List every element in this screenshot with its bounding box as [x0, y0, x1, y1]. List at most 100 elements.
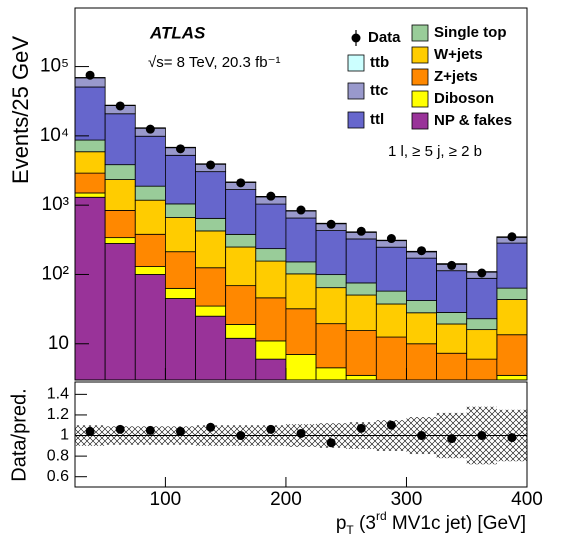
stack-segment [315, 230, 347, 276]
stack-segment [75, 86, 106, 141]
stack-segment [436, 312, 468, 325]
ratio-point [266, 424, 276, 434]
data-point [356, 226, 366, 236]
data-point [417, 246, 427, 256]
data-point [477, 268, 487, 278]
stack-segment [436, 352, 468, 380]
stack-segment [75, 196, 106, 380]
ratio-point [386, 420, 396, 430]
atlas-label: ATLAS [149, 23, 206, 42]
stack-segment [75, 172, 106, 194]
ratio-point [145, 425, 155, 435]
stack-segment [195, 217, 227, 232]
stack-segment [285, 217, 317, 263]
stack-segment [436, 270, 468, 313]
stack-segment [496, 334, 527, 376]
stack-segment [285, 308, 317, 355]
ratio-point [175, 426, 185, 436]
y-tick-label: 10² [42, 263, 69, 284]
x-axis-label-part: (3 [354, 513, 376, 534]
stack-segment [345, 238, 377, 284]
stack-segment [255, 358, 287, 380]
x-tick-label: 100 [150, 489, 182, 510]
stack-segment [496, 242, 527, 289]
legend-label: Data [368, 29, 401, 46]
legend-swatch [347, 111, 365, 129]
stack-segment [104, 243, 136, 380]
stack-segment [195, 305, 227, 317]
stack-segment [345, 330, 377, 376]
stack-segment [255, 203, 287, 250]
stack-segment [406, 257, 438, 301]
stack-segment [375, 290, 407, 305]
legend-label: NP & fakes [434, 112, 512, 129]
stack-segment [104, 113, 136, 166]
stack-segment [255, 340, 287, 360]
legend-marker [351, 33, 361, 43]
x-tick-label: 200 [270, 489, 302, 510]
y-tick-label: 1.4 [47, 386, 69, 403]
stack-segment [375, 246, 407, 292]
main-frame [74, 7, 528, 381]
stack-segment [195, 171, 227, 219]
stack-segment [496, 299, 527, 336]
x-axis-label-part: p [336, 513, 347, 534]
ratio-point [206, 422, 216, 432]
stack-segment [225, 233, 257, 248]
ratio-point [356, 423, 366, 433]
stack-segment [195, 267, 227, 307]
energy-label: √s= 8 TeV, 20.3 fb⁻¹ [148, 54, 281, 71]
y-tick-label: 0.8 [47, 447, 69, 464]
ratio-point [85, 426, 95, 436]
legend-label: Z+jets [434, 68, 478, 85]
stack-segment [164, 287, 196, 299]
main-plot [75, 70, 527, 380]
stack-segment [315, 274, 347, 289]
stack-segment [285, 261, 317, 275]
ratio-point [326, 438, 336, 448]
stack-segment [134, 233, 166, 267]
stack-segment [164, 154, 196, 205]
stack-segment [104, 210, 136, 239]
y-tick-label: 0.6 [47, 468, 69, 485]
stack-segment [406, 343, 438, 380]
y-tick-label: 10⁴ [40, 125, 69, 146]
stack-segment [225, 337, 257, 380]
x-tick-label: 300 [391, 489, 423, 510]
stack-segment [406, 312, 438, 345]
data-point [206, 160, 216, 170]
y-tick-label: 10³ [42, 194, 69, 215]
stack-segment [255, 297, 287, 342]
stack-segment [345, 294, 377, 331]
x-tick-label: 400 [511, 489, 543, 510]
y-tick-label: 10 [48, 333, 69, 354]
stack-segment [195, 230, 227, 269]
stack-segment [164, 217, 196, 253]
ratio-point [296, 428, 306, 438]
data-point [326, 219, 336, 229]
legend-label: Diboson [434, 90, 494, 107]
legend-label: W+jets [434, 46, 483, 63]
y-tick-label: 1 [60, 427, 69, 444]
legend-swatch [411, 24, 429, 42]
data-point [145, 124, 155, 134]
stack-segment [134, 266, 166, 275]
stack-segment [255, 260, 287, 299]
legend-swatch [411, 90, 429, 108]
y-tick-label: 10⁵ [40, 56, 69, 77]
data-point [115, 101, 125, 111]
legend-label: ttc [370, 82, 388, 99]
legend-label: Single top [434, 24, 507, 41]
stack-segment [406, 300, 438, 314]
legend-label: ttb [370, 54, 389, 71]
stack-segment [315, 287, 347, 325]
stack-segment [315, 367, 347, 380]
stack-segment [285, 273, 317, 310]
data-point [266, 191, 276, 201]
stack-segment [225, 285, 257, 325]
ratio-point [507, 433, 517, 443]
stack-segment [104, 164, 136, 180]
stack-segment [134, 274, 166, 380]
stack-segment [164, 203, 196, 218]
